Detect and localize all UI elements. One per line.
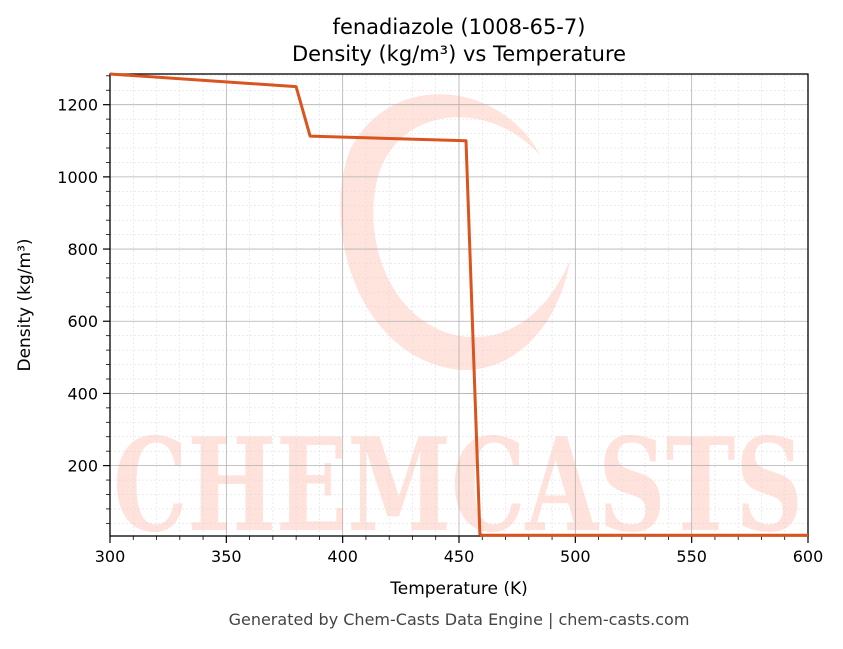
- chart-subtitle: Density (kg/m³) vs Temperature: [292, 42, 626, 66]
- watermark: CHEMCASTS: [113, 94, 803, 561]
- y-tick-label: 800: [67, 240, 98, 259]
- y-tick-label: 1000: [57, 168, 98, 187]
- watermark-text: CHEMCASTS: [113, 411, 803, 561]
- footer-credit: Generated by Chem-Casts Data Engine | ch…: [229, 610, 690, 629]
- y-axis-label: Density (kg/m³): [15, 238, 35, 371]
- y-tick-label: 400: [67, 384, 98, 403]
- chart-title: fenadiazole (1008-65-7): [333, 15, 586, 39]
- watermark-logo-swoosh: [340, 94, 570, 371]
- density-line-series: [109, 72, 808, 537]
- grid: [109, 74, 809, 536]
- y-tick-label: 600: [67, 312, 98, 331]
- x-tick-label: 550: [676, 547, 707, 566]
- x-tick-label: 350: [211, 547, 242, 566]
- y-tick-label: 200: [67, 457, 98, 476]
- y-tick-label: 1200: [57, 96, 98, 115]
- x-tick-label: 300: [95, 547, 126, 566]
- series-layer: [109, 72, 808, 537]
- x-tick-label: 450: [444, 547, 475, 566]
- x-tick-label: 600: [793, 547, 824, 566]
- x-tick-label: 500: [560, 547, 591, 566]
- x-tick-label: 400: [327, 547, 358, 566]
- axis-ticks: 300 350 400 450 500 550 600 200 400 600 800 1000 120…: [57, 75, 824, 566]
- x-axis-label: Temperature (K): [389, 579, 528, 599]
